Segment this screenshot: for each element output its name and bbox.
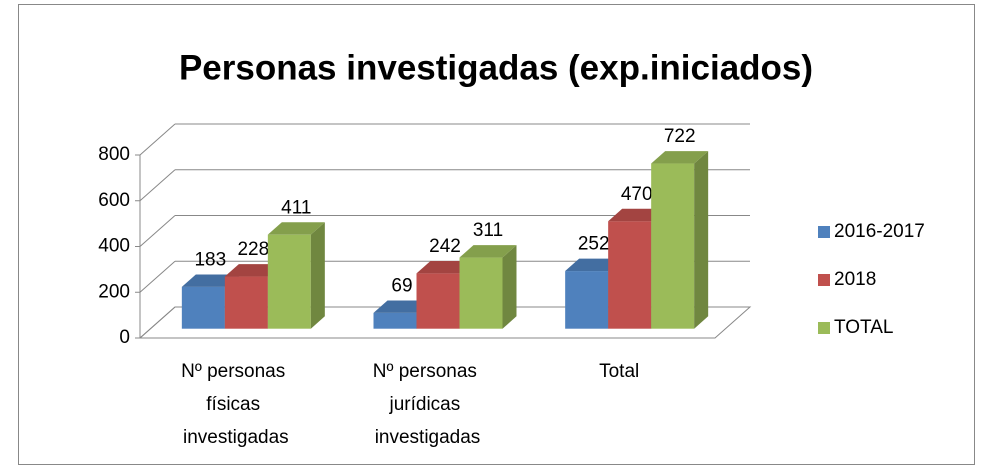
legend-swatch — [818, 274, 830, 286]
data-label: 470 — [621, 184, 653, 205]
y-tick-label: 200 — [98, 281, 130, 302]
bar-top — [416, 260, 474, 274]
grid-line — [139, 169, 176, 202]
data-label: 242 — [429, 236, 461, 257]
data-label: 252 — [578, 234, 610, 255]
bar — [224, 276, 268, 329]
x-tick-line: jurídicas — [388, 394, 465, 415]
grid-line — [139, 260, 176, 293]
x-tick-line: físicas — [206, 394, 265, 415]
y-tick-label: 800 — [98, 144, 130, 165]
chart-frame — [18, 4, 975, 465]
bar — [373, 312, 417, 329]
bar-top — [181, 274, 239, 287]
x-tick-line: Total — [599, 361, 639, 382]
data-label: 183 — [194, 249, 226, 270]
bar-top — [459, 245, 517, 258]
x-tick-label: Nº personas jurídicas investigadas — [373, 361, 482, 448]
legend-label: TOTAL — [834, 317, 893, 338]
data-label: 311 — [473, 220, 503, 241]
x-tick-label: Nº personas físicas investigadas — [181, 361, 290, 448]
bar-top — [608, 208, 666, 222]
legend-label: 2016-2017 — [834, 221, 925, 242]
bar-top — [565, 258, 623, 272]
x-tick-line: Nº personas — [181, 361, 290, 382]
x-tick-label: Total — [599, 361, 639, 382]
bar — [651, 163, 695, 329]
bar — [608, 221, 652, 329]
data-label: 228 — [237, 239, 269, 260]
bar-side — [694, 151, 709, 329]
data-label: 722 — [664, 126, 696, 147]
legend-swatch — [818, 322, 830, 334]
legend-label: 2018 — [834, 269, 876, 290]
grid-line — [139, 123, 176, 156]
x-tick-line: investigadas — [183, 427, 289, 448]
y-tick-label: 0 — [119, 327, 130, 348]
bar-top — [373, 300, 431, 313]
bar — [267, 234, 311, 329]
x-tick-line: investigadas — [375, 427, 481, 448]
data-label: 69 — [391, 276, 412, 297]
bar-top — [224, 264, 282, 277]
chart-title: Personas investigadas (exp.iniciados) — [179, 48, 813, 87]
bar-side — [502, 245, 517, 329]
legend-swatch — [818, 226, 830, 238]
grid-line — [139, 215, 176, 247]
bar — [181, 286, 225, 329]
bar-top — [651, 151, 709, 164]
bar — [565, 271, 609, 329]
bar-side — [310, 222, 325, 329]
x-tick-line: Nº personas — [373, 361, 482, 382]
bar — [459, 257, 503, 329]
bar-top — [267, 222, 325, 235]
bar — [416, 273, 460, 329]
data-label: 411 — [281, 197, 311, 218]
y-tick-label: 400 — [98, 236, 130, 257]
grid-line — [139, 306, 176, 339]
y-tick-label: 600 — [98, 190, 130, 211]
